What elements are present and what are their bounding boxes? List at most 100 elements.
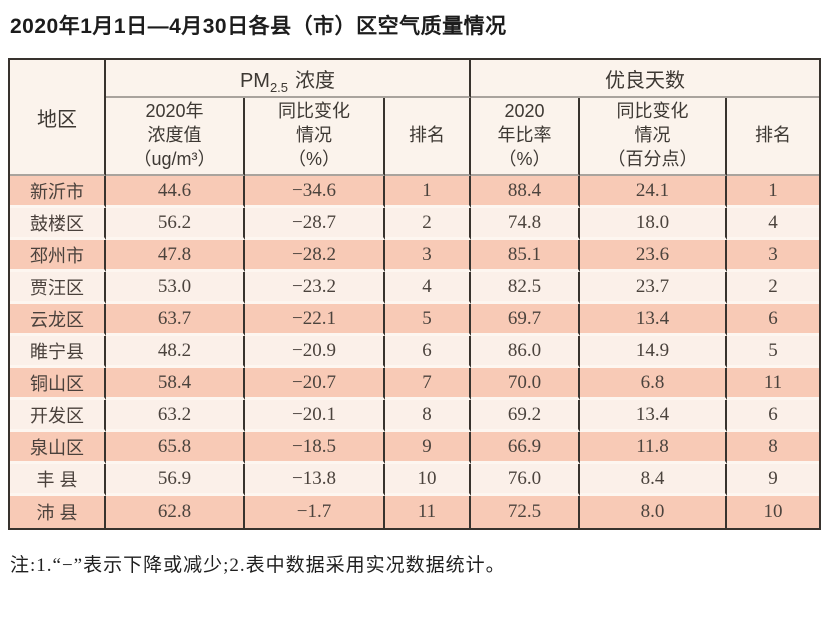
- good-rate-cell: 72.5: [471, 496, 580, 528]
- region-cell: 丰 县: [10, 464, 106, 496]
- pm-rank-cell: 3: [385, 240, 471, 272]
- good-change-cell: 8.0: [580, 496, 727, 528]
- pm-value-cell: 63.2: [106, 400, 245, 432]
- good-rate-cell: 70.0: [471, 368, 580, 400]
- region-cell: 云龙区: [10, 304, 106, 336]
- pm-change-cell: −18.5: [245, 432, 385, 464]
- header-pm-yoy-change: 同比变化 情况 （%）: [245, 98, 385, 176]
- pm-subscript: 2.5: [269, 79, 289, 95]
- region-cell: 沛 县: [10, 496, 106, 528]
- good-rank-cell: 1: [727, 176, 820, 208]
- table-row: 沛 县 62.8 −1.7 11 72.5 8.0 10: [10, 496, 820, 528]
- header-region: 地区: [10, 60, 106, 176]
- good-rate-cell: 86.0: [471, 336, 580, 368]
- pm-value-cell: 62.8: [106, 496, 245, 528]
- good-change-cell: 23.6: [580, 240, 727, 272]
- pm-change-cell: −1.7: [245, 496, 385, 528]
- page: 2020年1月1日—4月30日各县（市）区空气质量情况 地区 PM2.5 浓度 优…: [8, 15, 822, 576]
- table-row: 邳州市 47.8 −28.2 3 85.1 23.6 3: [10, 240, 820, 272]
- air-quality-table: 地区 PM2.5 浓度 优良天数 2020年 浓度值 （ug/m³） 同比变化 情…: [8, 58, 822, 530]
- region-cell: 泉山区: [10, 432, 106, 464]
- table-row: 泉山区 65.8 −18.5 9 66.9 11.8 8: [10, 432, 820, 464]
- good-change-cell: 23.7: [580, 272, 727, 304]
- pm-rank-cell: 9: [385, 432, 471, 464]
- good-rate-cell: 66.9: [471, 432, 580, 464]
- pm-label-suffix: 浓度: [295, 69, 336, 92]
- header-pm-rank: 排名: [385, 98, 471, 176]
- good-rate-cell: 69.7: [471, 304, 580, 336]
- pm-rank-cell: 8: [385, 400, 471, 432]
- header-pm-group: PM2.5 浓度: [106, 60, 471, 98]
- pm-change-cell: −13.8: [245, 464, 385, 496]
- header-group-row: 地区 PM2.5 浓度 优良天数: [10, 60, 820, 176]
- good-rank-cell: 5: [727, 336, 820, 368]
- good-rank-cell: 3: [727, 240, 820, 272]
- pm-change-cell: −20.9: [245, 336, 385, 368]
- good-rate-cell: 76.0: [471, 464, 580, 496]
- pm-value-cell: 56.9: [106, 464, 245, 496]
- table-row: 贾汪区 53.0 −23.2 4 82.5 23.7 2: [10, 272, 820, 304]
- header-good-rate: 2020 年比率 （%）: [471, 98, 580, 176]
- good-rate-cell: 74.8: [471, 208, 580, 240]
- pm-value-cell: 63.7: [106, 304, 245, 336]
- good-change-cell: 13.4: [580, 304, 727, 336]
- table-row: 睢宁县 48.2 −20.9 6 86.0 14.9 5: [10, 336, 820, 368]
- pm-value-cell: 48.2: [106, 336, 245, 368]
- pm-rank-cell: 4: [385, 272, 471, 304]
- region-cell: 铜山区: [10, 368, 106, 400]
- pm-rank-cell: 6: [385, 336, 471, 368]
- pm-value-cell: 65.8: [106, 432, 245, 464]
- good-rate-cell: 82.5: [471, 272, 580, 304]
- region-cell: 开发区: [10, 400, 106, 432]
- pm-change-cell: −20.1: [245, 400, 385, 432]
- page-title: 2020年1月1日—4月30日各县（市）区空气质量情况: [10, 15, 507, 38]
- good-rank-cell: 8: [727, 432, 820, 464]
- pm-value-cell: 56.2: [106, 208, 245, 240]
- region-cell: 鼓楼区: [10, 208, 106, 240]
- pm-value-cell: 53.0: [106, 272, 245, 304]
- good-change-cell: 18.0: [580, 208, 727, 240]
- header-good-rank: 排名: [727, 98, 820, 176]
- region-cell: 新沂市: [10, 176, 106, 208]
- pm-rank-cell: 7: [385, 368, 471, 400]
- good-change-cell: 13.4: [580, 400, 727, 432]
- header-pm-2020-value: 2020年 浓度值 （ug/m³）: [106, 98, 245, 176]
- pm-change-cell: −28.7: [245, 208, 385, 240]
- pm-change-cell: −20.7: [245, 368, 385, 400]
- pm-change-cell: −28.2: [245, 240, 385, 272]
- good-rank-cell: 10: [727, 496, 820, 528]
- pm-change-cell: −22.1: [245, 304, 385, 336]
- pm-rank-cell: 10: [385, 464, 471, 496]
- good-rate-cell: 69.2: [471, 400, 580, 432]
- header-good-yoy-change: 同比变化 情况 （百分点）: [580, 98, 727, 176]
- good-rank-cell: 4: [727, 208, 820, 240]
- good-change-cell: 14.9: [580, 336, 727, 368]
- good-change-cell: 8.4: [580, 464, 727, 496]
- pm-value-cell: 44.6: [106, 176, 245, 208]
- good-rank-cell: 11: [727, 368, 820, 400]
- table-row: 丰 县 56.9 −13.8 10 76.0 8.4 9: [10, 464, 820, 496]
- good-rank-cell: 6: [727, 304, 820, 336]
- pm-rank-cell: 5: [385, 304, 471, 336]
- pm-change-cell: −23.2: [245, 272, 385, 304]
- good-rank-cell: 2: [727, 272, 820, 304]
- region-cell: 邳州市: [10, 240, 106, 272]
- good-rank-cell: 9: [727, 464, 820, 496]
- good-rate-cell: 88.4: [471, 176, 580, 208]
- good-change-cell: 24.1: [580, 176, 727, 208]
- table-row: 开发区 63.2 −20.1 8 69.2 13.4 6: [10, 400, 820, 432]
- good-change-cell: 11.8: [580, 432, 727, 464]
- region-cell: 贾汪区: [10, 272, 106, 304]
- region-cell: 睢宁县: [10, 336, 106, 368]
- pm-change-cell: −34.6: [245, 176, 385, 208]
- header-good-days-group: 优良天数: [471, 60, 820, 98]
- good-rate-cell: 85.1: [471, 240, 580, 272]
- table-row: 云龙区 63.7 −22.1 5 69.7 13.4 6: [10, 304, 820, 336]
- table-row: 鼓楼区 56.2 −28.7 2 74.8 18.0 4: [10, 208, 820, 240]
- pm-label: PM: [239, 69, 270, 92]
- pm-rank-cell: 2: [385, 208, 471, 240]
- pm-value-cell: 58.4: [106, 368, 245, 400]
- table-row: 新沂市 44.6 −34.6 1 88.4 24.1 1: [10, 176, 820, 208]
- header-sub-row: 2020年 浓度值 （ug/m³） 同比变化 情况 （%） 排名 2020 年比…: [10, 98, 820, 176]
- footnote: 注:1.“−”表示下降或减少;2.表中数据采用实况数据统计。: [10, 555, 506, 576]
